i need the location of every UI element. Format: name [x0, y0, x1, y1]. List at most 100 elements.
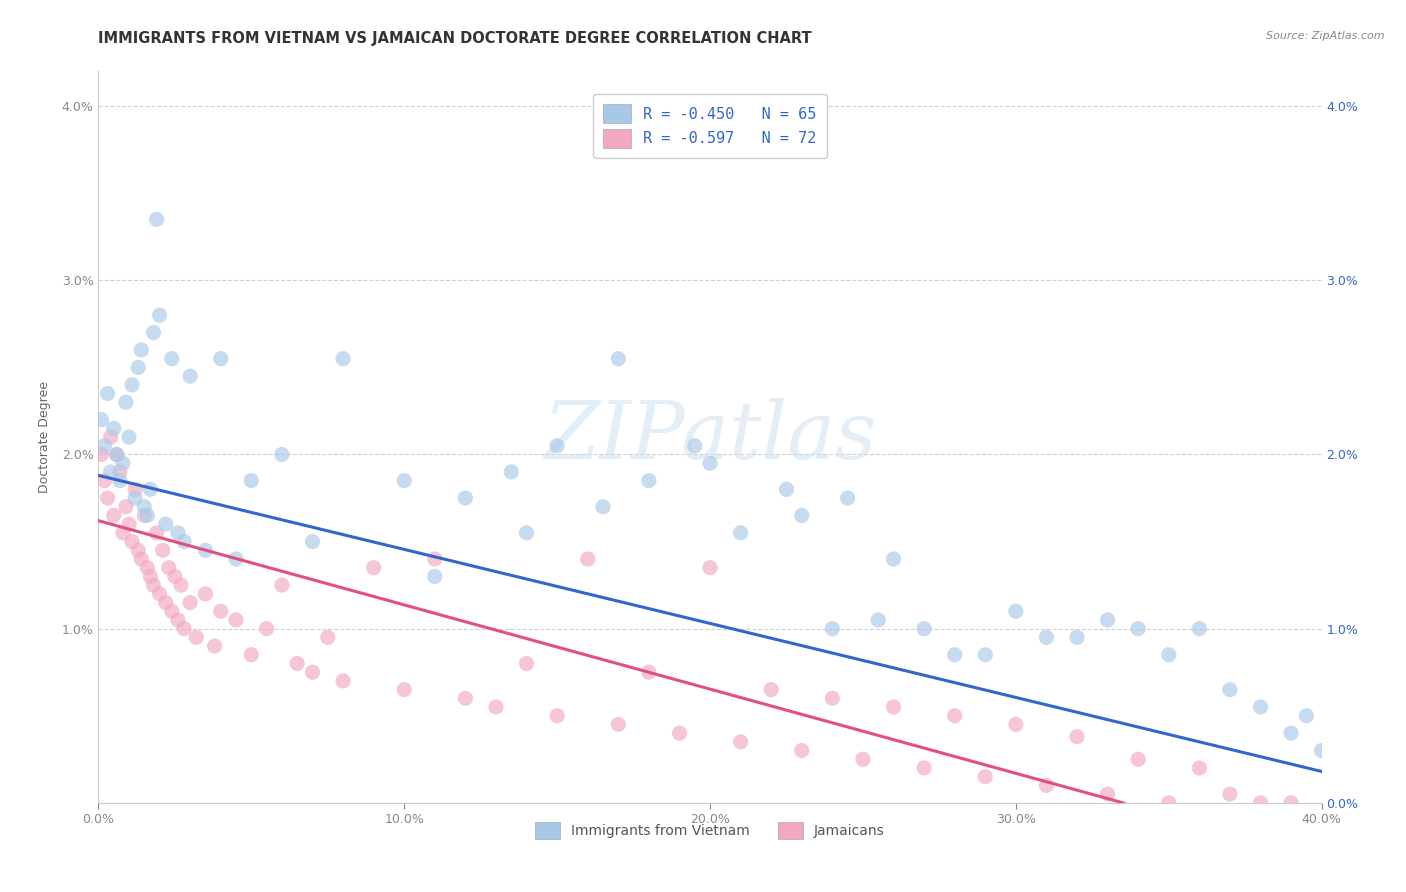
- Point: [129, 343, 152, 357]
- Point: [546, 439, 568, 453]
- Point: [256, 622, 278, 636]
- Point: [1250, 796, 1272, 810]
- Point: [668, 726, 690, 740]
- Point: [821, 691, 844, 706]
- Point: [1128, 622, 1150, 636]
- Point: [118, 430, 141, 444]
- Point: [105, 448, 128, 462]
- Point: [145, 212, 167, 227]
- Point: [118, 517, 141, 532]
- Point: [93, 474, 115, 488]
- Point: [1004, 717, 1026, 731]
- Point: [730, 525, 752, 540]
- Point: [516, 525, 538, 540]
- Point: [240, 648, 263, 662]
- Point: [142, 326, 165, 340]
- Point: [301, 534, 323, 549]
- Point: [100, 465, 122, 479]
- Point: [115, 395, 138, 409]
- Y-axis label: Doctorate Degree: Doctorate Degree: [38, 381, 51, 493]
- Point: [501, 465, 523, 479]
- Point: [90, 448, 112, 462]
- Legend: Immigrants from Vietnam, Jamaicans: Immigrants from Vietnam, Jamaicans: [527, 814, 893, 847]
- Text: IMMIGRANTS FROM VIETNAM VS JAMAICAN DOCTORATE DEGREE CORRELATION CHART: IMMIGRANTS FROM VIETNAM VS JAMAICAN DOCT…: [98, 31, 813, 46]
- Point: [301, 665, 323, 680]
- Point: [821, 622, 844, 636]
- Point: [139, 483, 162, 497]
- Point: [134, 508, 156, 523]
- Point: [108, 474, 131, 488]
- Text: Source: ZipAtlas.com: Source: ZipAtlas.com: [1267, 31, 1385, 41]
- Point: [1097, 787, 1119, 801]
- Point: [1004, 604, 1026, 618]
- Point: [761, 682, 783, 697]
- Point: [240, 474, 263, 488]
- Point: [332, 351, 354, 366]
- Point: [1157, 648, 1180, 662]
- Point: [186, 631, 208, 645]
- Point: [943, 708, 966, 723]
- Point: [160, 351, 183, 366]
- Point: [179, 369, 201, 384]
- Point: [270, 578, 294, 592]
- Point: [149, 308, 172, 322]
- Point: [1279, 726, 1302, 740]
- Point: [173, 622, 195, 636]
- Point: [157, 560, 180, 574]
- Point: [100, 430, 122, 444]
- Point: [1035, 631, 1057, 645]
- Point: [852, 752, 875, 766]
- Point: [699, 560, 721, 574]
- Point: [1188, 622, 1211, 636]
- Point: [1219, 682, 1241, 697]
- Point: [1310, 743, 1333, 757]
- Point: [637, 474, 661, 488]
- Point: [454, 691, 477, 706]
- Point: [1066, 730, 1088, 744]
- Text: ZIPatlas: ZIPatlas: [543, 399, 877, 475]
- Point: [225, 552, 247, 566]
- Point: [1250, 700, 1272, 714]
- Point: [97, 491, 120, 505]
- Point: [974, 648, 997, 662]
- Point: [93, 439, 115, 453]
- Point: [392, 682, 416, 697]
- Point: [129, 552, 152, 566]
- Point: [209, 351, 232, 366]
- Point: [546, 708, 568, 723]
- Point: [485, 700, 508, 714]
- Point: [912, 622, 935, 636]
- Point: [1295, 708, 1317, 723]
- Point: [194, 587, 217, 601]
- Point: [607, 717, 630, 731]
- Point: [363, 560, 385, 574]
- Point: [1097, 613, 1119, 627]
- Point: [167, 613, 190, 627]
- Point: [790, 508, 813, 523]
- Point: [121, 377, 143, 392]
- Point: [155, 595, 177, 609]
- Point: [225, 613, 247, 627]
- Point: [699, 456, 721, 470]
- Point: [163, 569, 186, 583]
- Point: [637, 665, 661, 680]
- Point: [90, 412, 112, 426]
- Point: [943, 648, 966, 662]
- Point: [134, 500, 156, 514]
- Point: [332, 673, 354, 688]
- Point: [883, 700, 905, 714]
- Point: [270, 448, 294, 462]
- Point: [127, 360, 149, 375]
- Point: [103, 508, 125, 523]
- Point: [142, 578, 165, 592]
- Point: [1128, 752, 1150, 766]
- Point: [1219, 787, 1241, 801]
- Point: [592, 500, 614, 514]
- Point: [730, 735, 752, 749]
- Point: [105, 448, 128, 462]
- Point: [124, 483, 146, 497]
- Point: [115, 500, 138, 514]
- Point: [136, 508, 159, 523]
- Point: [883, 552, 905, 566]
- Point: [160, 604, 183, 618]
